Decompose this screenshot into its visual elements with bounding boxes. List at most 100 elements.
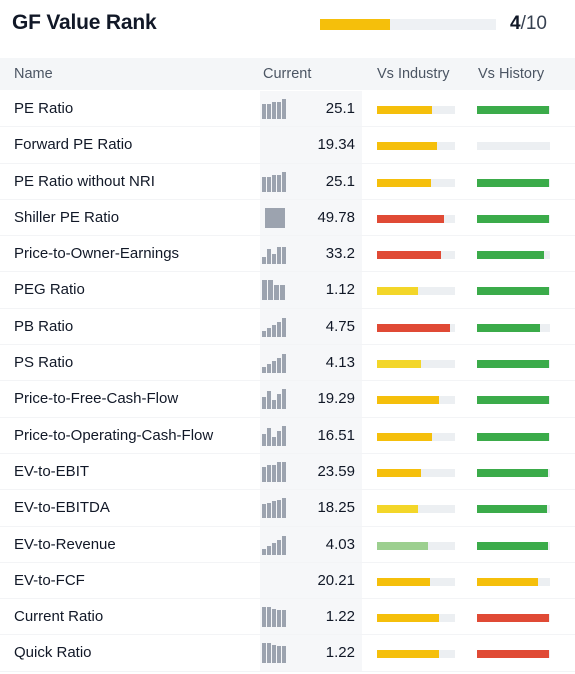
metric-name[interactable]: Price-to-Owner-Earnings (14, 245, 180, 263)
table-row[interactable]: EV-to-FCF 20.21 (0, 562, 575, 600)
vs-industry-bar[interactable] (377, 650, 455, 659)
vs-history-fill (477, 650, 550, 659)
sparkline-bar (282, 317, 286, 337)
vs-history-bar[interactable] (477, 650, 550, 659)
metric-name[interactable]: Price-to-Free-Cash-Flow (14, 390, 179, 408)
history-sparkline-icon[interactable] (262, 498, 290, 519)
vs-history-bar[interactable] (477, 287, 550, 296)
vs-industry-bar[interactable] (377, 432, 455, 441)
history-sparkline-icon[interactable] (262, 135, 290, 155)
table-row[interactable]: Shiller PE Ratio 49.78 (0, 199, 575, 237)
vs-industry-bar[interactable] (377, 396, 455, 405)
vs-history-fill (477, 251, 545, 260)
vs-industry-bar[interactable] (377, 323, 455, 332)
table-row[interactable]: Price-to-Owner-Earnings 33.2 (0, 236, 575, 273)
vs-history-fill (477, 577, 539, 586)
sparkline-bar (267, 503, 271, 519)
table-row[interactable]: Quick Ratio 1.22 (0, 635, 575, 672)
vs-history-bar[interactable] (477, 142, 550, 151)
vs-industry-bar[interactable] (377, 251, 455, 260)
history-sparkline-icon[interactable] (262, 535, 290, 555)
table-row[interactable]: EV-to-EBIT 23.59 (0, 453, 575, 491)
table-row[interactable]: PE Ratio 25.1 (0, 91, 575, 128)
table-row[interactable]: Price-to-Operating-Cash-Flow 16.51 (0, 417, 575, 454)
vs-industry-bar[interactable] (377, 541, 455, 550)
vs-industry-bar[interactable] (377, 468, 455, 477)
sparkline-bar (262, 367, 266, 374)
table-row[interactable]: PEG Ratio 1.12 (0, 272, 575, 309)
metric-name[interactable]: PB Ratio (14, 317, 74, 335)
vs-history-bar[interactable] (477, 577, 550, 586)
table-row[interactable]: Price-to-Free-Cash-Flow 19.29 (0, 381, 575, 418)
history-sparkline-icon[interactable] (262, 99, 290, 119)
sparkline-bar (282, 498, 286, 519)
vs-industry-fill (377, 106, 433, 114)
current-value: 1.22 (325, 608, 355, 626)
table-header: Name Current Vs Industry Vs History (0, 58, 575, 90)
vs-history-bar[interactable] (477, 214, 550, 223)
vs-history-bar[interactable] (477, 468, 550, 477)
history-sparkline-icon[interactable] (262, 353, 290, 374)
sparkline-bar (272, 436, 276, 446)
history-sparkline-icon[interactable] (262, 317, 290, 337)
vs-industry-bar[interactable] (377, 505, 455, 514)
vs-history-bar[interactable] (477, 178, 550, 187)
table-row[interactable]: EV-to-Revenue 4.03 (0, 526, 575, 563)
metric-name[interactable]: Forward PE Ratio (14, 136, 133, 154)
vs-industry-bar[interactable] (377, 287, 455, 296)
vs-industry-bar[interactable] (377, 360, 455, 369)
metric-name[interactable]: PE Ratio (14, 100, 74, 117)
vs-history-bar[interactable] (477, 432, 550, 441)
history-sparkline-icon[interactable] (262, 280, 290, 301)
metric-name[interactable]: Quick Ratio (14, 644, 92, 662)
metric-name[interactable]: EV-to-FCF (14, 571, 85, 589)
vs-history-bar[interactable] (477, 251, 550, 260)
vs-industry-bar[interactable] (377, 577, 455, 586)
metric-name[interactable]: Price-to-Operating-Cash-Flow (14, 426, 214, 444)
sparkline-bar (277, 247, 281, 265)
table-row[interactable]: PB Ratio 4.75 (0, 308, 575, 346)
metric-name[interactable]: PEG Ratio (14, 281, 85, 299)
history-sparkline-icon[interactable] (262, 207, 290, 228)
history-sparkline-icon[interactable] (262, 643, 290, 664)
vs-industry-bar[interactable] (377, 214, 455, 223)
sparkline-bar (262, 280, 267, 301)
metric-name[interactable]: EV-to-EBITDA (14, 499, 110, 517)
vs-history-bar[interactable] (477, 505, 550, 514)
sparkline-bar (267, 607, 271, 628)
history-sparkline-icon[interactable] (262, 171, 290, 192)
metric-name[interactable]: EV-to-EBIT (14, 462, 90, 480)
vs-history-bar[interactable] (477, 106, 550, 114)
vs-history-bar[interactable] (477, 360, 550, 369)
history-sparkline-icon[interactable] (262, 461, 290, 482)
vs-history-bar[interactable] (477, 541, 550, 550)
vs-industry-bar[interactable] (377, 106, 455, 114)
vs-history-fill (477, 614, 550, 623)
metric-name[interactable]: Current Ratio (14, 608, 104, 626)
table-row[interactable]: Forward PE Ratio 19.34 (0, 127, 575, 164)
sparkline-bar (277, 430, 281, 446)
vs-history-bar[interactable] (477, 614, 550, 623)
history-sparkline-icon[interactable] (262, 607, 290, 628)
vs-history-bar[interactable] (477, 396, 550, 405)
table-row[interactable]: PE Ratio without NRI 25.1 (0, 163, 575, 200)
metric-name[interactable]: PS Ratio (14, 354, 74, 372)
metric-name[interactable]: Shiller PE Ratio (14, 208, 120, 226)
metric-name[interactable]: EV-to-Revenue (14, 535, 116, 553)
metric-name[interactable]: PE Ratio without NRI (14, 172, 155, 190)
vs-industry-fill (377, 142, 438, 151)
sparkline-bar (277, 500, 281, 519)
vs-industry-bar[interactable] (377, 142, 455, 151)
history-sparkline-icon[interactable] (262, 389, 290, 410)
vs-history-bar[interactable] (477, 323, 550, 332)
history-sparkline-icon[interactable] (262, 571, 290, 591)
history-sparkline-icon[interactable] (262, 244, 290, 265)
vs-industry-bar[interactable] (377, 178, 455, 187)
table-row[interactable]: PS Ratio 4.13 (0, 345, 575, 382)
table-row[interactable]: Current Ratio 1.22 (0, 599, 575, 636)
history-sparkline-icon[interactable] (262, 425, 290, 446)
sparkline-bar (282, 247, 286, 265)
table-row[interactable]: EV-to-EBITDA 18.25 (0, 490, 575, 527)
vs-industry-bar[interactable] (377, 614, 455, 623)
vs-history-fill (477, 432, 550, 441)
